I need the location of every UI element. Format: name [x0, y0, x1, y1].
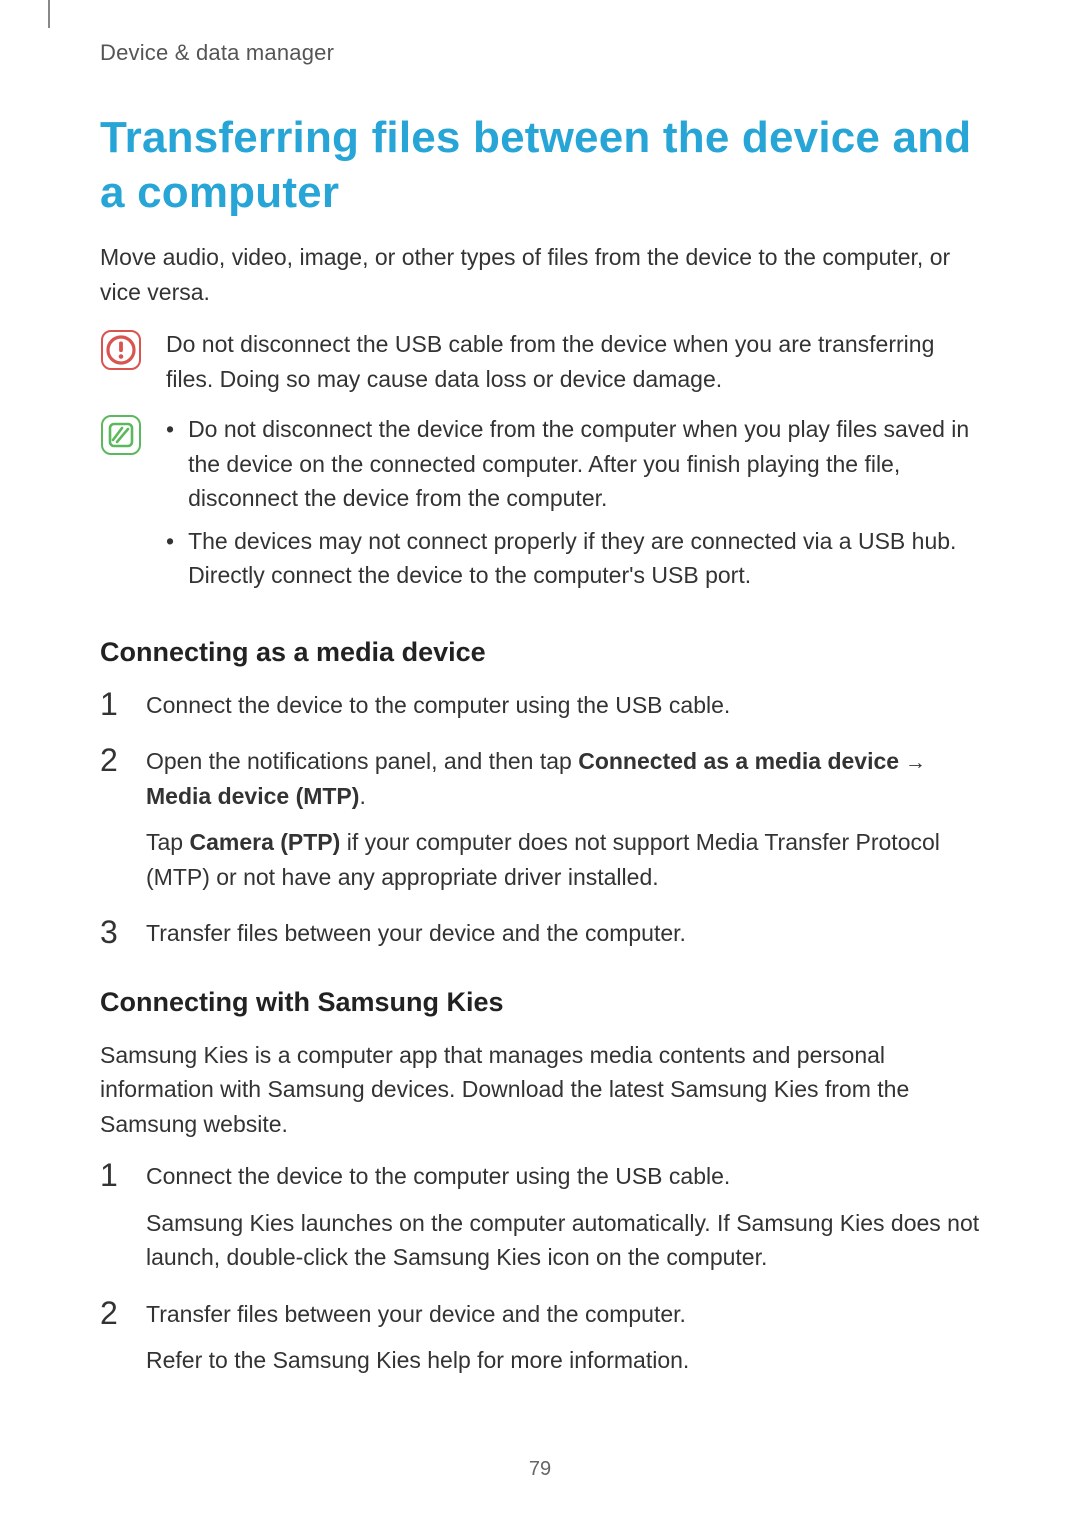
section2-intro: Samsung Kies is a computer app that mana…	[100, 1038, 980, 1142]
intro-paragraph: Move audio, video, image, or other types…	[100, 240, 980, 309]
section-heading-samsung-kies: Connecting with Samsung Kies	[100, 987, 980, 1018]
step-number: 2	[100, 1297, 126, 1331]
note-text: The devices may not connect properly if …	[188, 524, 980, 593]
step-item: 1 Connect the device to the computer usi…	[100, 1159, 980, 1275]
step-number: 3	[100, 916, 126, 950]
warning-text: Do not disconnect the USB cable from the…	[166, 327, 980, 396]
notes-callout: • Do not disconnect the device from the …	[100, 412, 980, 601]
step-body: Transfer files between your device and t…	[146, 1297, 980, 1378]
note-text: Do not disconnect the device from the co…	[188, 412, 980, 516]
step-item: 1 Connect the device to the computer usi…	[100, 688, 980, 723]
step-body: Open the notifications panel, and then t…	[146, 744, 980, 894]
step-para: Refer to the Samsung Kies help for more …	[146, 1343, 980, 1378]
step-number: 2	[100, 744, 126, 778]
step-body: Transfer files between your device and t…	[146, 916, 980, 951]
page-title: Transferring files between the device an…	[100, 110, 980, 220]
warning-icon	[100, 329, 142, 371]
step-para: Open the notifications panel, and then t…	[146, 744, 980, 813]
step-body: Connect the device to the computer using…	[146, 1159, 980, 1275]
step-para: Transfer files between your device and t…	[146, 916, 980, 951]
breadcrumb: Device & data manager	[100, 40, 980, 66]
step-number: 1	[100, 1159, 126, 1193]
step-para: Samsung Kies launches on the computer au…	[146, 1206, 980, 1275]
page-content: Device & data manager Transferring files…	[0, 0, 1080, 1378]
page-tick-mark	[48, 0, 50, 28]
notes-list: • Do not disconnect the device from the …	[166, 412, 980, 593]
bullet-dot: •	[166, 412, 174, 516]
step-item: 2 Transfer files between your device and…	[100, 1297, 980, 1378]
step-number: 1	[100, 688, 126, 722]
step-para: Tap Camera (PTP) if your computer does n…	[146, 825, 980, 894]
step-item: 3 Transfer files between your device and…	[100, 916, 980, 951]
section-heading-media-device: Connecting as a media device	[100, 637, 980, 668]
note-item: • The devices may not connect properly i…	[166, 524, 980, 593]
step-item: 2 Open the notifications panel, and then…	[100, 744, 980, 894]
note-item: • Do not disconnect the device from the …	[166, 412, 980, 516]
warning-callout: Do not disconnect the USB cable from the…	[100, 327, 980, 396]
step-body: Connect the device to the computer using…	[146, 688, 980, 723]
step-para: Connect the device to the computer using…	[146, 688, 980, 723]
page-number: 79	[0, 1458, 1080, 1481]
step-para: Transfer files between your device and t…	[146, 1297, 980, 1332]
notes-body: • Do not disconnect the device from the …	[166, 412, 980, 601]
step-para: Connect the device to the computer using…	[146, 1159, 980, 1194]
note-icon	[100, 414, 142, 456]
bullet-dot: •	[166, 524, 174, 593]
